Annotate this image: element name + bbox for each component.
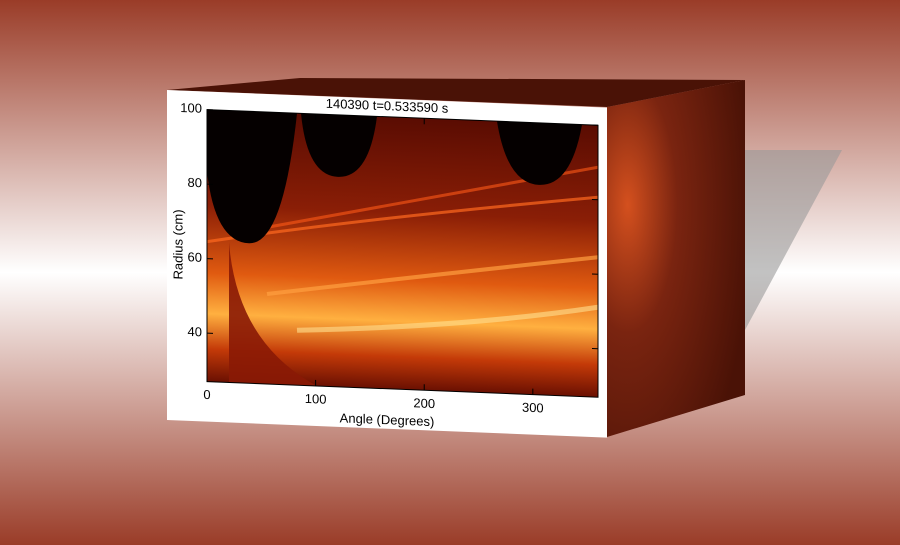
box-top [167,78,745,107]
y-axis-label: Radius (cm) [170,209,185,280]
chart-title: 140390 t=0.533590 s [326,96,449,116]
y-tick-label: 100 [180,100,202,116]
x-tick-label: 100 [305,391,327,407]
y-tick-label: 40 [188,324,202,340]
front-face: 140390 t=0.533590 s Angle (Degrees) Radi… [167,90,607,438]
plot-frame [206,109,599,398]
y-tick-label: 60 [188,249,202,265]
box-side [607,80,745,437]
x-tick-label: 200 [413,395,435,411]
y-tick-label: 80 [188,175,202,191]
heatmap-image [207,109,598,398]
x-axis-label: Angle (Degrees) [340,410,435,429]
shadow [745,150,842,330]
x-tick-label: 0 [203,387,210,402]
x-tick-label: 300 [522,400,544,416]
